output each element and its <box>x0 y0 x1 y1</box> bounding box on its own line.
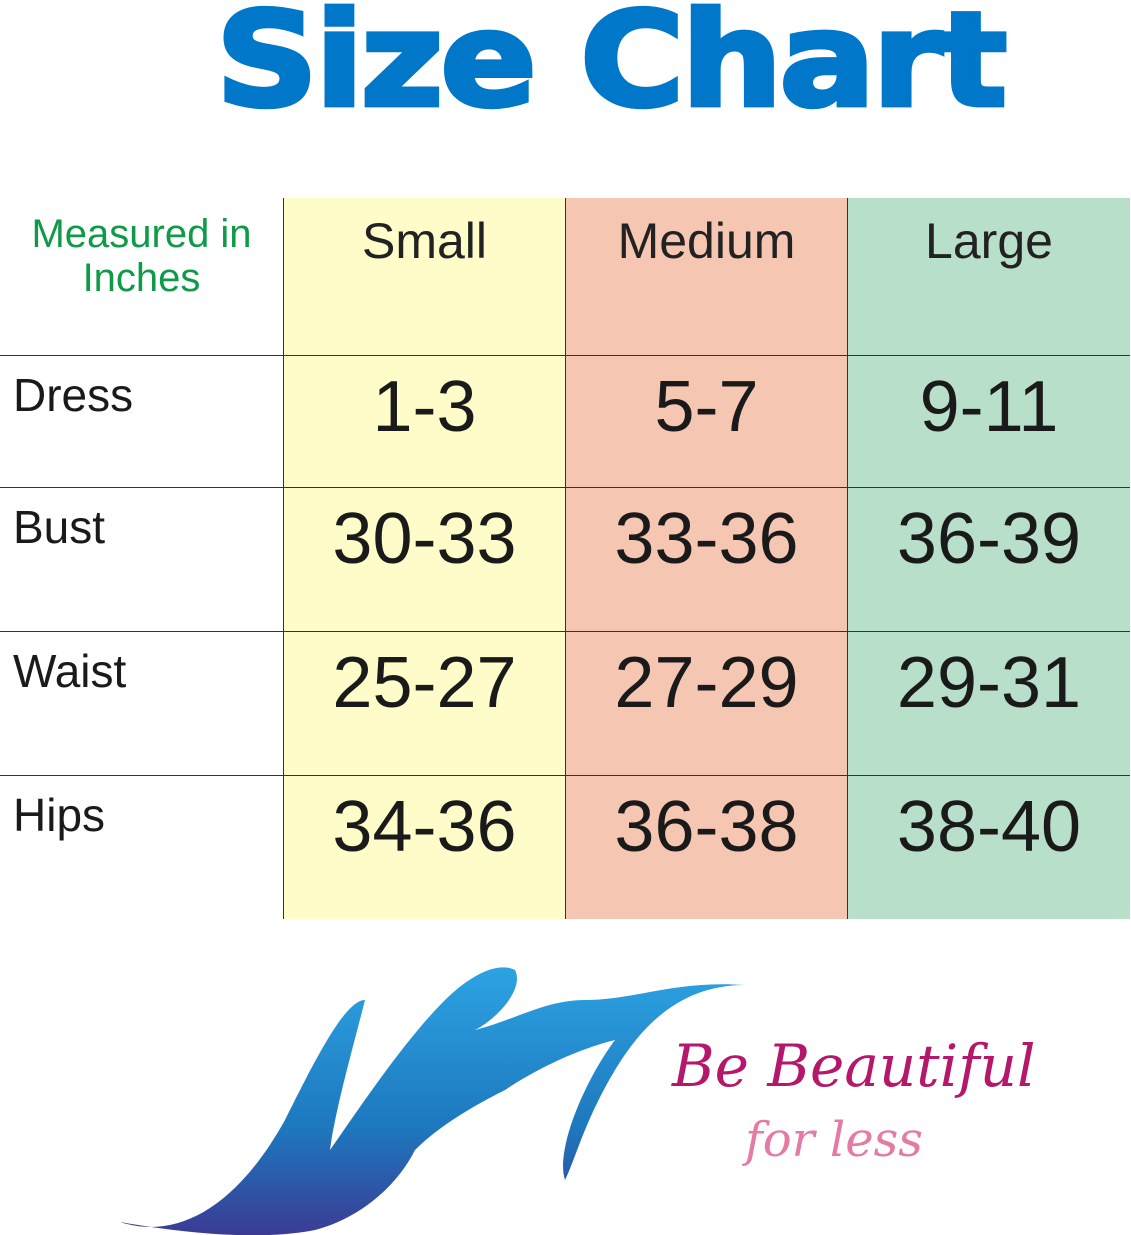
page-title: Size Chart <box>213 0 1009 139</box>
table-row: Waist 25-27 27-29 29-31 <box>0 631 1130 776</box>
table-row: Hips 34-36 36-38 38-40 <box>0 775 1130 919</box>
row-label: Bust <box>13 501 106 553</box>
units-label: Measured in Inches <box>31 212 252 300</box>
table-row: Bust 30-33 33-36 36-39 <box>0 487 1130 632</box>
cell-value: 34-36 <box>332 787 517 867</box>
row-label: Waist <box>13 645 127 697</box>
cell-value: 1-3 <box>372 367 477 447</box>
tagline-be-beautiful: Be Beautiful <box>672 1032 1036 1100</box>
cell-value: 5-7 <box>654 367 759 447</box>
cell-value: 38-40 <box>896 787 1082 867</box>
cell-value: 33-36 <box>614 499 799 579</box>
brand-logo <box>120 967 745 1235</box>
row-label: Hips <box>13 789 106 841</box>
header-row: Measured in Inches Small Medium Large <box>0 198 1130 355</box>
column-header-medium: Medium <box>617 213 796 269</box>
cell-value: 30-33 <box>332 499 517 579</box>
cell-value: 9-11 <box>919 367 1059 447</box>
cell-value: 36-39 <box>896 499 1082 579</box>
cell-value: 29-31 <box>896 643 1082 723</box>
row-label: Dress <box>13 369 134 421</box>
cell-value: 36-38 <box>614 787 799 867</box>
tagline-for-less: for less <box>745 1112 923 1168</box>
table-row: Dress 1-3 5-7 9-11 <box>0 355 1130 488</box>
logo-swash <box>120 967 745 1235</box>
cell-value: 27-29 <box>614 643 799 723</box>
cell-value: 25-27 <box>332 643 517 723</box>
column-header-large: Large <box>925 213 1053 269</box>
column-header-small: Small <box>361 213 488 269</box>
